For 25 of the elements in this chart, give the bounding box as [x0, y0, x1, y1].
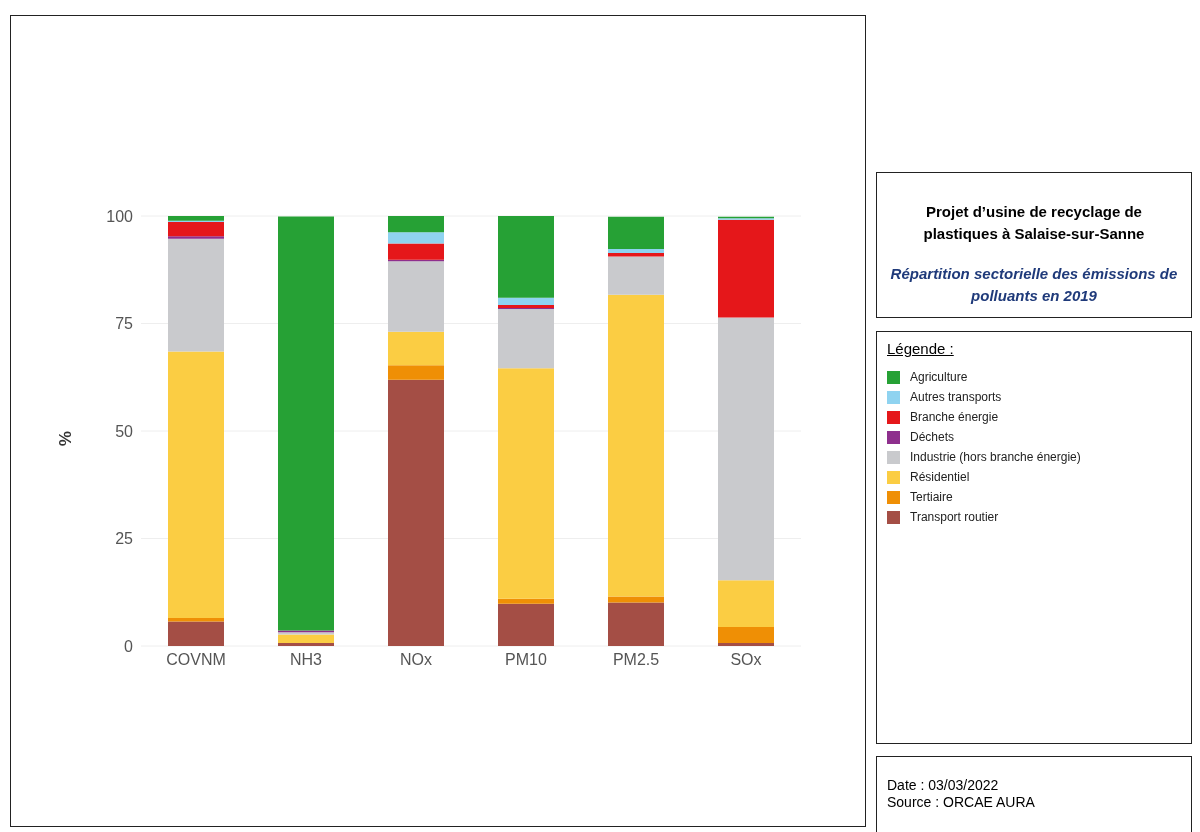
legend-label: Branche énergie: [910, 410, 999, 424]
legend-label: Résidentiel: [910, 470, 970, 484]
legend-title: Légende :: [887, 340, 954, 357]
x-tick-label: COVNM: [166, 651, 226, 669]
legend-label: Déchets: [910, 430, 955, 444]
y-tick-label: 75: [115, 315, 134, 333]
y-tick-label: 0: [124, 637, 134, 655]
legend-label: Autres transports: [910, 390, 1002, 404]
legend-label: Transport routier: [910, 510, 999, 524]
text: Date : 03/03/2022: [887, 777, 1000, 794]
y-axis-title: %: [54, 431, 74, 447]
y-tick-label: 25: [115, 530, 134, 548]
legend-label: Industrie (hors branche énergie): [910, 450, 1081, 464]
legend-label: Agriculture: [910, 370, 968, 384]
text: Projet d’usine de recyclage de plastiques à Salaise-sur-Sanne: [922, 202, 1146, 244]
source-note: Source : ORCAE AURA: [887, 794, 1036, 811]
text: Répartition sectorielle des émissions de polluants en 2019: [889, 264, 1179, 306]
x-tick-label: NOx: [400, 651, 432, 669]
x-tick-label: SOx: [730, 651, 762, 669]
y-tick-label: 100: [106, 207, 134, 225]
x-tick-label: PM10: [505, 651, 547, 669]
legend-label: Tertiaire: [910, 490, 953, 504]
x-tick-label: PM2.5: [612, 651, 660, 669]
y-tick-label: 50: [115, 422, 134, 440]
x-tick-label: NH3: [289, 651, 323, 669]
